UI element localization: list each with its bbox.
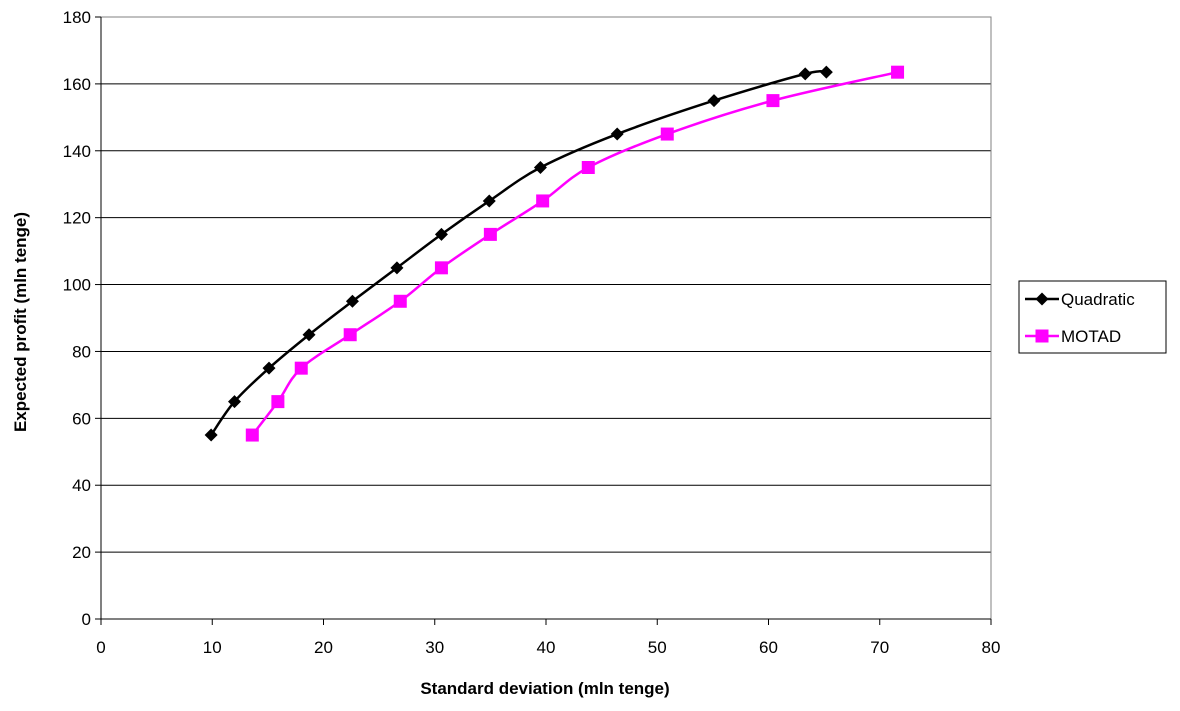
y-tick-label: 60 [72, 409, 91, 428]
x-tick-label: 30 [425, 638, 444, 657]
y-tick-label: 100 [63, 276, 91, 295]
legend-box [1018, 280, 1167, 354]
gridlines [101, 16, 991, 553]
data-point-quadratic [610, 127, 624, 141]
x-tick-label: 20 [314, 638, 333, 657]
legend-label-quadratic: Quadratic [1061, 290, 1135, 309]
legend-marker-motad [1035, 329, 1049, 343]
data-point-quadratic [434, 227, 448, 241]
legend-label-motad: MOTAD [1061, 327, 1121, 346]
plot-area [100, 16, 992, 620]
x-tick-label: 70 [870, 638, 889, 657]
y-tick-label: 180 [63, 8, 91, 27]
x-tick-label: 50 [648, 638, 667, 657]
data-point-quadratic [798, 67, 812, 81]
y-tick-label: 120 [63, 209, 91, 228]
x-tick-label: 0 [96, 638, 105, 657]
data-point-quadratic [228, 395, 241, 409]
data-point-motad [294, 361, 308, 375]
y-tick-label: 140 [63, 142, 91, 161]
data-point-quadratic [482, 194, 496, 208]
y-tick-label: 40 [72, 476, 91, 495]
data-point-quadratic [262, 361, 276, 375]
series-line-quadratic [210, 70, 827, 436]
y-axis: 0 20 40 60 80 100 120 140 160 180 [63, 8, 102, 629]
data-point-motad [271, 395, 285, 409]
data-point-motad [434, 261, 448, 275]
data-point-quadratic [533, 161, 547, 174]
data-point-quadratic [302, 328, 316, 342]
data-point-quadratic [204, 428, 218, 442]
legend-marker-quadratic [1035, 292, 1049, 306]
y-tick-label: 0 [82, 610, 91, 629]
data-point-quadratic [390, 261, 404, 275]
data-point-motad [891, 65, 905, 79]
y-tick-label: 20 [72, 543, 91, 562]
series-quadratic [204, 65, 833, 442]
x-tick-label: 60 [759, 638, 778, 657]
y-tick-label: 160 [63, 75, 91, 94]
data-point-motad [660, 127, 674, 141]
y-tick-label: 80 [72, 342, 91, 361]
x-axis: 0 10 20 30 40 50 60 70 80 [96, 618, 1001, 657]
series-motad [245, 65, 905, 442]
data-point-quadratic [707, 94, 721, 108]
legend: Quadratic MOTAD [1018, 280, 1167, 354]
data-point-motad [536, 194, 550, 208]
series-layer [204, 65, 905, 442]
x-tick-label: 10 [203, 638, 222, 657]
data-point-motad [483, 227, 497, 241]
data-point-motad [393, 294, 407, 308]
data-point-motad [245, 428, 259, 442]
x-tick-label: 80 [982, 638, 1001, 657]
data-point-quadratic [819, 65, 833, 79]
x-tick-label: 40 [537, 638, 556, 657]
data-point-quadratic [345, 294, 359, 308]
data-point-motad [766, 94, 780, 108]
data-point-motad [343, 328, 357, 342]
x-axis-title: Standard deviation (mln tenge) [420, 679, 669, 698]
series-line-motad [251, 70, 898, 436]
data-point-motad [581, 161, 595, 174]
y-axis-title: Expected profit (mln tenge) [11, 212, 30, 432]
